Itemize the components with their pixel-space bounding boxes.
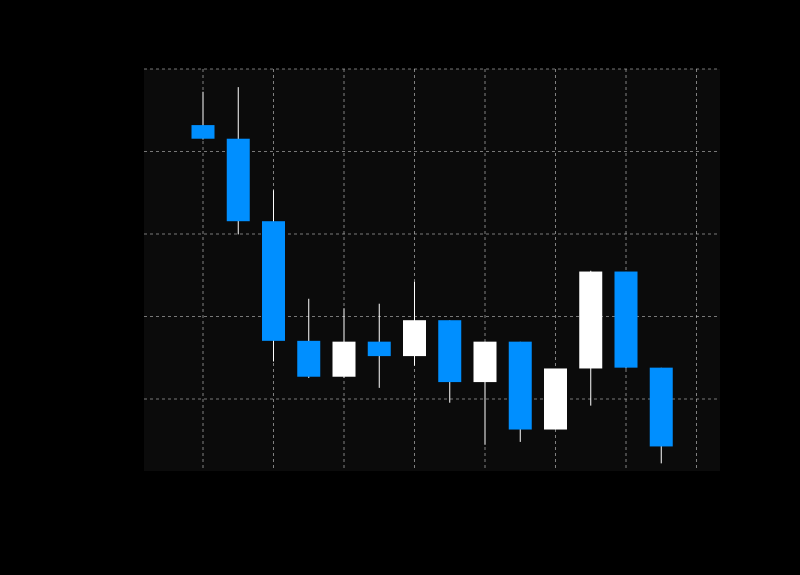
candle	[614, 271, 638, 369]
candle-body	[367, 341, 391, 357]
candle-body	[649, 367, 673, 447]
candle	[297, 298, 321, 378]
candle-body	[332, 341, 356, 377]
candle-body	[508, 341, 532, 430]
candle	[403, 281, 426, 366]
candle-body	[579, 271, 603, 369]
plot-area	[144, 69, 720, 471]
candle-body	[473, 341, 497, 383]
candle	[473, 341, 497, 445]
candle	[438, 320, 462, 403]
candles	[191, 87, 673, 464]
candle-body	[438, 320, 462, 383]
candle-body	[226, 138, 250, 222]
candle	[191, 91, 215, 140]
candle	[508, 341, 532, 442]
candle	[649, 367, 673, 464]
candle	[262, 190, 285, 362]
candle	[332, 308, 356, 378]
candle	[544, 368, 567, 430]
candle-body	[191, 125, 215, 139]
candle	[579, 270, 603, 406]
candle-body	[297, 340, 321, 377]
candle	[367, 303, 391, 388]
candle-body	[262, 221, 285, 341]
candle	[226, 87, 250, 235]
candle-body	[614, 271, 638, 368]
candle-body	[403, 320, 426, 357]
candle-body	[544, 368, 567, 430]
